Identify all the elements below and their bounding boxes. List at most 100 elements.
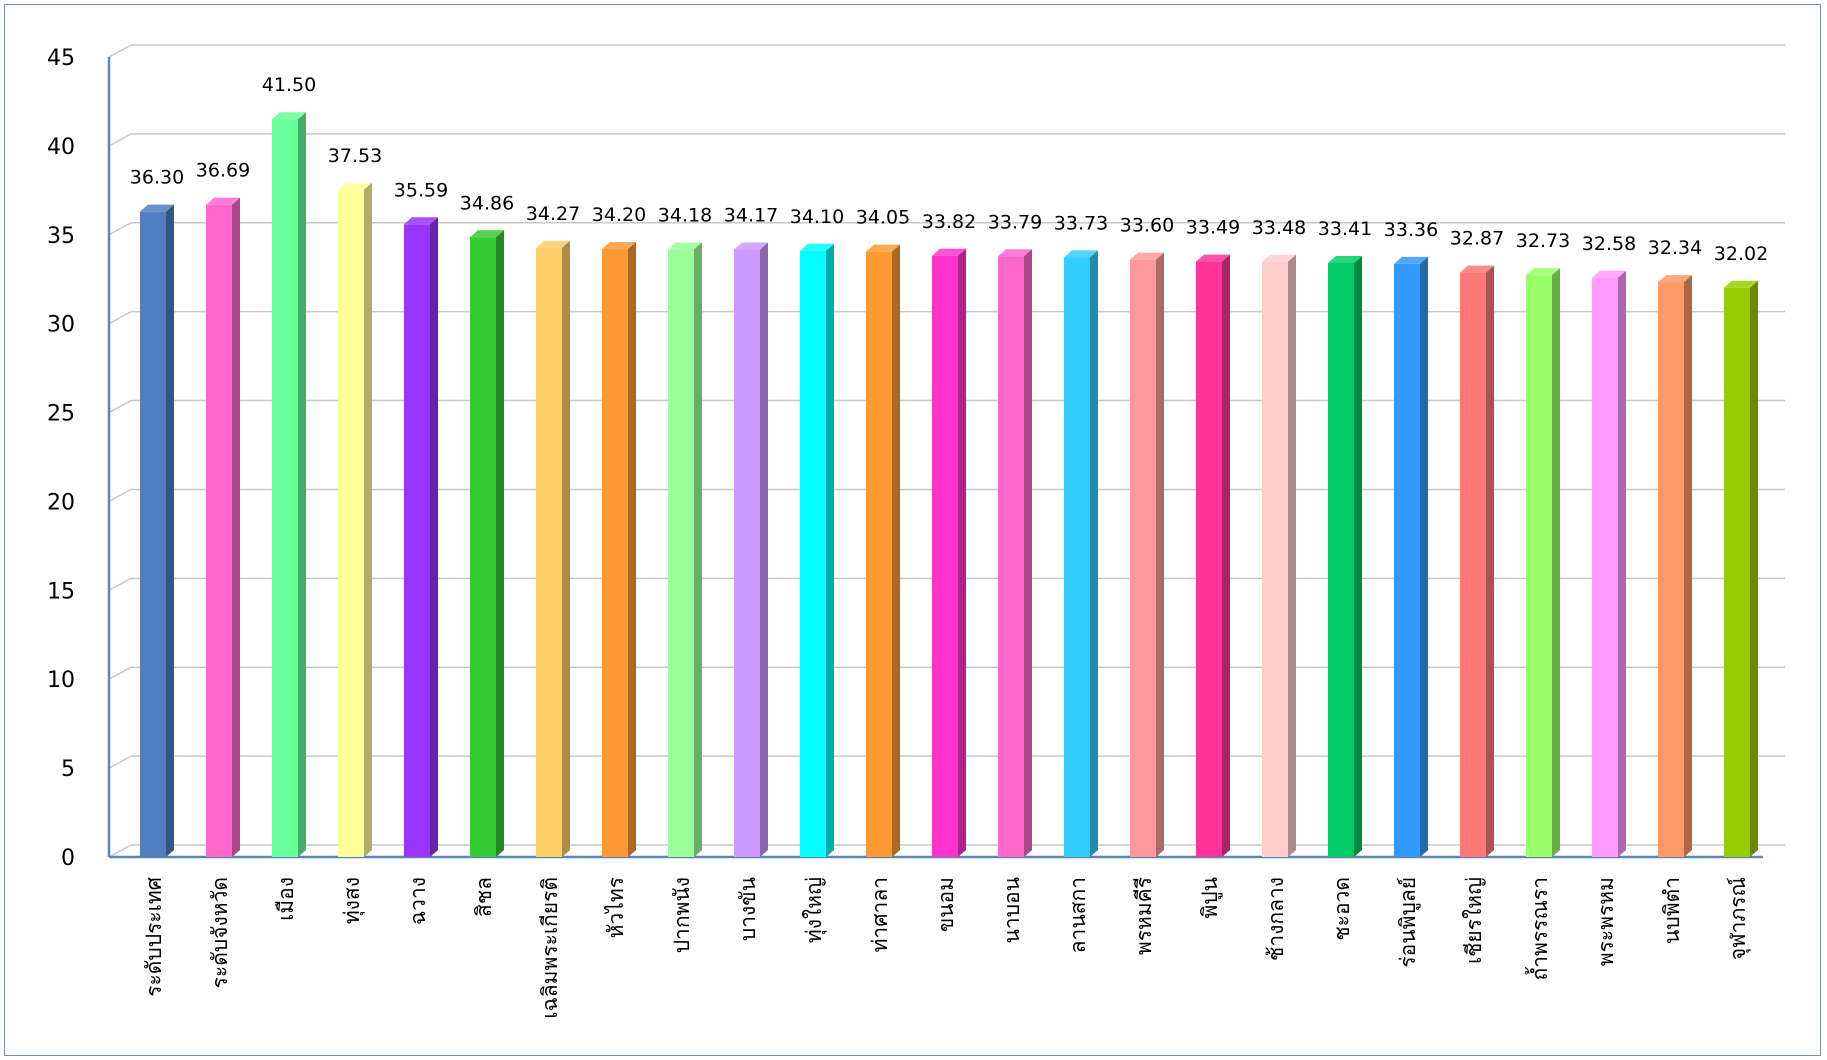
bar-front xyxy=(734,249,760,858)
bar-top xyxy=(1196,254,1230,262)
bar-side xyxy=(298,112,306,857)
category-label: ฉวาง xyxy=(406,877,430,925)
bar-7 xyxy=(536,240,570,857)
category-label: นบพิตำ xyxy=(1660,877,1684,944)
bar-top xyxy=(668,242,702,250)
bar-side xyxy=(1222,254,1230,858)
bar-side xyxy=(364,182,372,858)
bar-2 xyxy=(206,197,240,857)
bar-top xyxy=(1394,256,1428,264)
data-label: 34.05 xyxy=(856,207,910,229)
bar-front xyxy=(1328,263,1354,857)
bar-top xyxy=(800,243,834,251)
category-label: สิชล xyxy=(472,877,496,917)
category-label: เชียรใหญ่ xyxy=(1462,877,1486,964)
bar-top xyxy=(734,242,768,250)
data-label: 33.48 xyxy=(1252,217,1306,239)
bars xyxy=(140,112,1758,858)
bar-top xyxy=(338,182,372,190)
gridline-diagonal xyxy=(108,133,132,147)
bar-top xyxy=(1328,256,1362,264)
category-label: ช้างกลาง xyxy=(1264,877,1288,961)
data-label: 37.53 xyxy=(328,145,382,167)
bar-24 xyxy=(1658,275,1692,858)
bar-side xyxy=(1618,270,1626,857)
y-tick-label: 20 xyxy=(47,490,75,515)
bar-top xyxy=(470,230,504,238)
category-label: เฉลิมพระเกียรติ xyxy=(538,877,562,1019)
category-label: ทุ่งใหญ่ xyxy=(802,877,827,943)
data-label: 34.20 xyxy=(592,204,646,226)
bar-15 xyxy=(1064,250,1098,857)
bar-10 xyxy=(734,242,768,858)
data-label: 32.58 xyxy=(1582,233,1636,255)
bar-front xyxy=(536,247,562,857)
category-label: ร่อนพิบูลย์ xyxy=(1396,877,1421,968)
bar-top xyxy=(536,240,570,248)
y-tick-label: 40 xyxy=(47,135,75,160)
bar-side xyxy=(826,243,834,857)
category-label: ถ้ำพรรณรา xyxy=(1525,877,1552,980)
gridline-diagonal xyxy=(108,399,132,414)
y-tick-label: 10 xyxy=(47,668,75,693)
bar-front xyxy=(206,204,232,857)
bar-side xyxy=(1354,256,1362,857)
data-label: 32.34 xyxy=(1648,237,1702,259)
gridline-diagonal xyxy=(108,488,132,503)
bar-front xyxy=(140,211,166,857)
bar-side xyxy=(760,242,768,858)
y-tick-label: 30 xyxy=(47,313,75,338)
bar-25 xyxy=(1724,280,1758,857)
y-axis-ticks: 0 5 10 15 20 25 30 35 40 45 xyxy=(47,46,75,871)
bar-3 xyxy=(272,112,306,857)
bar-14 xyxy=(998,249,1032,858)
bar-13 xyxy=(932,248,966,857)
data-label: 34.27 xyxy=(526,203,580,225)
data-label: 33.73 xyxy=(1054,212,1108,234)
bar-front xyxy=(1724,287,1750,857)
bar-top xyxy=(1592,270,1626,278)
category-label: เมือง xyxy=(274,877,298,921)
bar-front xyxy=(1394,263,1420,857)
bar-top xyxy=(866,244,900,252)
data-label: 33.49 xyxy=(1186,217,1240,239)
bar-side xyxy=(628,242,636,857)
data-label: 32.73 xyxy=(1516,230,1570,252)
bar-side xyxy=(892,244,900,857)
bar-front xyxy=(1592,277,1618,857)
bar-side xyxy=(1156,252,1164,857)
y-tick-label: 25 xyxy=(47,402,75,427)
y-tick-label: 45 xyxy=(47,46,75,71)
category-label: ลานสกา xyxy=(1066,877,1090,953)
bar-top xyxy=(1460,265,1494,273)
bar-top xyxy=(140,204,174,212)
bar-20 xyxy=(1394,256,1428,857)
bar-side xyxy=(1420,256,1428,857)
bar-side xyxy=(430,217,438,858)
category-label: พระพรหม xyxy=(1594,877,1618,966)
bar-front xyxy=(1262,261,1288,857)
bar-side xyxy=(1750,280,1758,857)
data-label: 33.79 xyxy=(988,211,1042,233)
floor-edge xyxy=(108,844,132,858)
bar-top xyxy=(272,112,306,120)
gridline-diagonal xyxy=(108,311,132,325)
bar-front xyxy=(338,189,364,858)
bar-front xyxy=(1196,261,1222,858)
bar-top xyxy=(1262,254,1296,262)
category-label: ระดับจังหวัด xyxy=(208,877,232,988)
bar-side xyxy=(958,248,966,857)
bar-6 xyxy=(470,230,504,857)
category-label: ทุ่งสง xyxy=(340,877,365,924)
data-label: 33.60 xyxy=(1120,215,1174,237)
category-label: พรหมคีรี xyxy=(1132,877,1156,955)
bar-front xyxy=(272,119,298,857)
data-label: 33.82 xyxy=(922,211,976,233)
bar-side xyxy=(1288,254,1296,858)
category-label: ขนอม xyxy=(934,877,958,932)
bar-front xyxy=(1130,259,1156,857)
y-tick-label: 35 xyxy=(47,224,75,249)
data-label: 34.18 xyxy=(658,204,712,226)
bar-top xyxy=(1658,275,1692,283)
